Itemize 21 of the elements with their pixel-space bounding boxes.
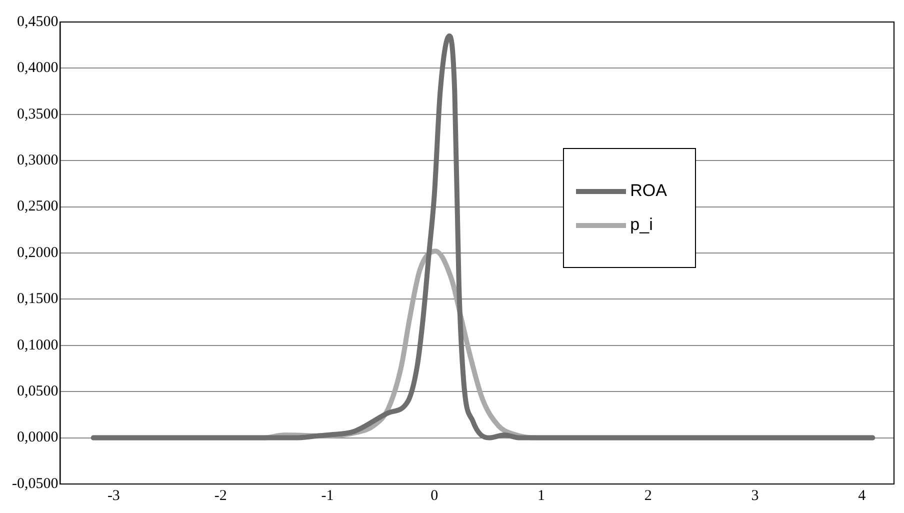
y-tick-label: 0,4500 (16, 14, 58, 30)
y-tick-label: 0,3000 (16, 152, 58, 169)
y-tick-label: 0,2000 (16, 244, 58, 261)
x-tick-label: 3 (751, 488, 759, 504)
y-tick-label: 0,4000 (16, 60, 58, 76)
legend-label: ROA (630, 181, 667, 201)
y-tick-label: -0,0500 (12, 476, 58, 492)
y-tick-label: 0,1000 (16, 337, 58, 354)
x-tick-label: 0 (430, 488, 438, 504)
y-tick-label: 0,3500 (16, 106, 58, 122)
y-tick-label: 0,1500 (16, 291, 58, 308)
y-tick-label: 0,2500 (16, 198, 58, 215)
legend-label: p_i (630, 215, 653, 235)
y-tick-label: 0,0000 (16, 430, 58, 446)
x-tick-label: -3 (107, 488, 120, 504)
y-tick-label: 0,0500 (16, 384, 58, 400)
x-tick-label: 4 (858, 488, 866, 504)
x-tick-label: 1 (538, 488, 546, 504)
x-tick-label: -2 (214, 488, 227, 504)
x-tick-label: 2 (644, 488, 652, 504)
x-tick-label: -1 (321, 488, 334, 504)
